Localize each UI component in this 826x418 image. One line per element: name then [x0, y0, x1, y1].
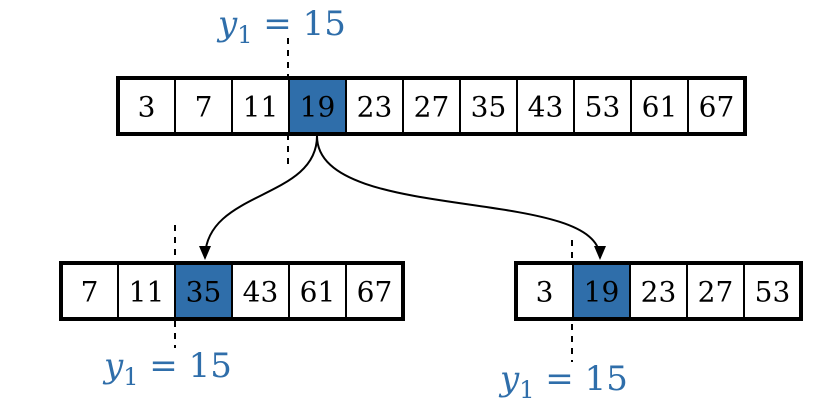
arrow-to-left-array [199, 135, 318, 260]
left-array-border [59, 261, 405, 321]
right-array-cell [743, 262, 802, 320]
right-label-var: y [498, 359, 520, 399]
right-array-cell-value: 23 [641, 276, 677, 309]
top-array: 3 7 11 19 23 27 35 43 53 61 67 [116, 76, 747, 136]
top-array-cell [402, 77, 461, 135]
left-array-cell [345, 262, 404, 320]
right-array-cell [515, 262, 574, 320]
top-array-cell-value: 19 [300, 91, 336, 124]
arrow-to-right-array [316, 135, 606, 260]
right-array-cell-value: 27 [698, 276, 734, 309]
top-array-cell-value: 23 [357, 91, 393, 124]
top-array-cell [687, 77, 746, 135]
top-query-label: y1 = 15 [216, 4, 346, 49]
right-label-sub: 1 [519, 376, 534, 404]
top-array-cell-value: 3 [138, 91, 156, 124]
left-label-sub: 1 [123, 363, 138, 391]
left-array-cell-value: 7 [81, 276, 99, 309]
top-array-cell-value: 61 [642, 91, 678, 124]
left-array-cell-value: 61 [300, 276, 336, 309]
left-array-cell [231, 262, 290, 320]
top-array-cell-value: 53 [585, 91, 621, 124]
top-array-cell-value: 7 [195, 91, 213, 124]
top-array-cell-value: 35 [471, 91, 507, 124]
top-array-cell-value: 67 [699, 91, 735, 124]
left-array-cell-value: 67 [357, 276, 393, 309]
top-array-border [116, 76, 747, 136]
top-array-cell [516, 77, 575, 135]
right-array-border [514, 261, 803, 321]
right-array-cell-highlighted [572, 262, 631, 320]
right-array: 3 19 23 27 53 [514, 261, 803, 321]
right-array-cell-value: 53 [755, 276, 791, 309]
top-array-cell-value: 43 [528, 91, 564, 124]
right-query-label: y1 = 15 [498, 359, 628, 404]
left-query-label: y1 = 15 [102, 346, 232, 391]
top-array-cell [459, 77, 518, 135]
left-array: 7 11 35 43 61 67 [59, 261, 405, 321]
right-label-value: = 15 [535, 359, 628, 399]
left-array-cell-value: 11 [129, 276, 165, 309]
left-array-cell-value: 43 [243, 276, 279, 309]
top-label-value: = 15 [253, 4, 346, 44]
left-label-var: y [102, 346, 124, 386]
right-array-cell-value: 19 [584, 276, 620, 309]
top-array-cell [573, 77, 632, 135]
left-label-value: = 15 [139, 346, 232, 386]
top-array-cell-value: 11 [243, 91, 279, 124]
top-array-cell-value: 27 [414, 91, 450, 124]
top-label-var: y [216, 4, 238, 44]
top-label-sub: 1 [237, 21, 252, 49]
right-array-cell-value: 3 [536, 276, 554, 309]
left-array-cell-value: 35 [186, 276, 222, 309]
